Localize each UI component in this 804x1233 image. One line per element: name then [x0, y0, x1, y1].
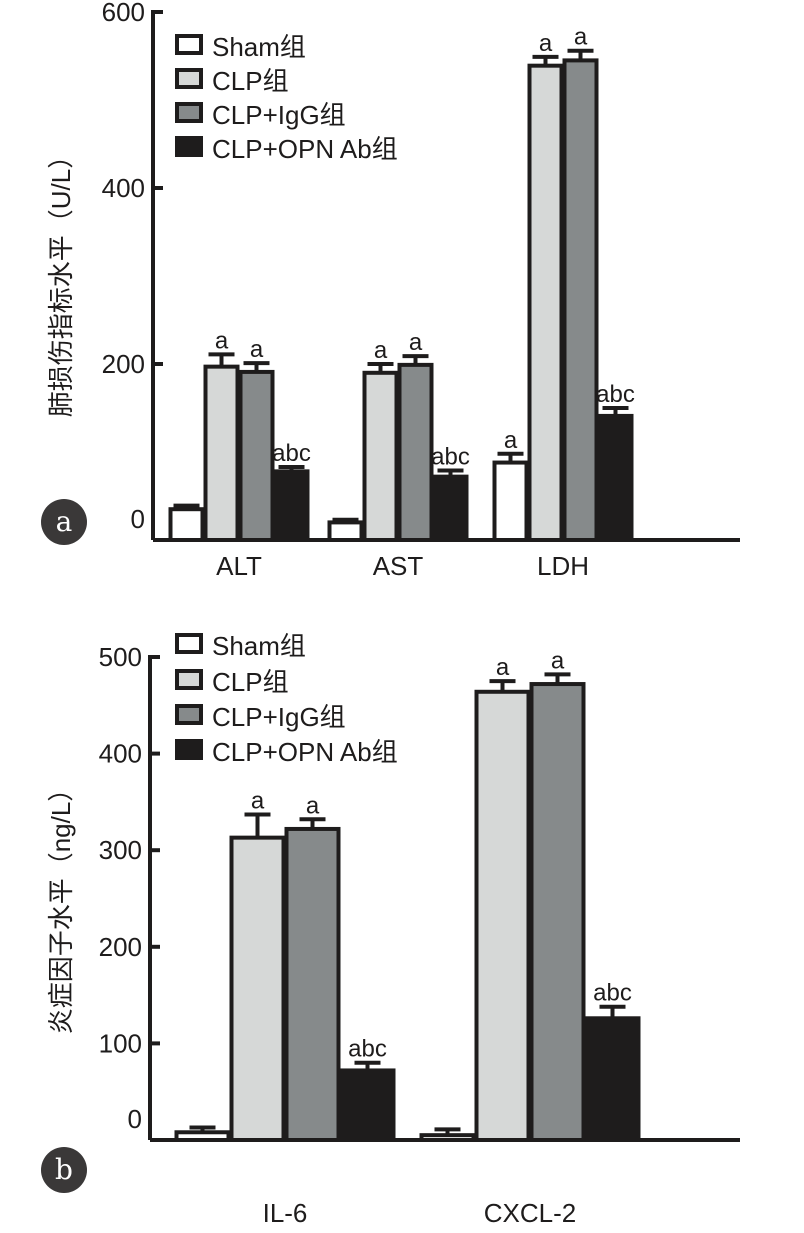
legend-swatch	[175, 102, 203, 123]
bar-CXCL-2-3	[584, 1016, 641, 1142]
bar-AST-3	[432, 474, 469, 543]
x-tick-label: LDH	[537, 551, 589, 581]
panel-badge	[41, 499, 87, 545]
panel-label: b	[55, 1153, 73, 1186]
bar-LDH-1	[527, 63, 564, 543]
panel-label: a	[56, 505, 73, 538]
legend-label: CLP组	[212, 667, 289, 697]
bar-AST-2	[397, 362, 434, 542]
y-tick-label: 0	[131, 504, 145, 534]
legend-swatch	[175, 704, 203, 725]
y-axis-label: 炎症因子水平（ng/L）	[46, 776, 76, 1035]
legend-swatch	[175, 68, 203, 89]
legend-label: Sham组	[212, 631, 306, 661]
bar-CXCL-2-2	[529, 682, 586, 1142]
significance-label: a	[251, 787, 265, 814]
significance-label: a	[504, 427, 518, 454]
legend-label: CLP+OPN Ab组	[212, 737, 398, 767]
x-tick-label: CXCL-2	[484, 1198, 576, 1228]
y-tick-label: 500	[99, 642, 142, 672]
y-axis-label: 肺损伤指标水平（U/L）	[46, 143, 76, 417]
y-tick-label: 200	[99, 932, 142, 962]
significance-label: abc	[348, 1036, 387, 1063]
bar-ALT-1	[203, 364, 240, 543]
legend-label: CLP+OPN Ab组	[212, 134, 398, 164]
bar-LDH-3	[597, 413, 634, 543]
significance-label: a	[551, 647, 565, 674]
x-tick-label: IL-6	[263, 1198, 308, 1228]
panel-badge	[41, 1147, 87, 1193]
bar-LDH-2	[562, 58, 599, 543]
significance-label: abc	[596, 381, 635, 408]
bar-ALT-3	[273, 469, 310, 542]
bar-AST-0	[327, 520, 364, 543]
y-tick-label: 400	[99, 739, 142, 769]
bar-IL-6-2	[284, 826, 341, 1142]
significance-label: a	[496, 654, 510, 681]
x-tick-label: ALT	[216, 551, 262, 581]
y-tick-label: 400	[102, 173, 145, 203]
significance-label: a	[250, 336, 264, 363]
significance-label: a	[539, 30, 553, 57]
y-tick-label: 100	[99, 1028, 142, 1058]
y-tick-label: 0	[128, 1104, 142, 1134]
bar-LDH-0	[492, 460, 529, 542]
bar-ALT-0	[168, 507, 205, 543]
legend-label: CLP+IgG组	[212, 702, 346, 732]
significance-label: abc	[593, 980, 632, 1007]
bar-IL-6-1	[229, 835, 286, 1143]
y-tick-label: 600	[102, 0, 145, 27]
x-tick-label: AST	[373, 551, 424, 581]
legend-swatch	[175, 34, 203, 55]
legend-swatch	[175, 739, 203, 760]
y-tick-label: 200	[102, 349, 145, 379]
significance-label: a	[215, 327, 229, 354]
legend-swatch	[175, 669, 203, 690]
significance-label: abc	[431, 443, 470, 470]
significance-label: a	[306, 792, 320, 819]
legend-swatch	[175, 633, 203, 654]
bar-IL-6-3	[339, 1068, 396, 1142]
significance-label: a	[374, 337, 388, 364]
significance-label: a	[409, 329, 423, 356]
bar-AST-1	[362, 370, 399, 542]
bar-ALT-2	[238, 369, 275, 543]
bar-IL-6-0	[174, 1130, 231, 1142]
legend-label: Sham组	[212, 32, 306, 62]
legend-label: CLP组	[212, 66, 289, 96]
legend-label: CLP+IgG组	[212, 100, 346, 130]
chart-panel-b: 0 100 200 300 400 500 炎症因子水平（ng/L） a a abc IL-6 a a a…	[41, 631, 740, 1228]
bar-CXCL-2-0	[419, 1133, 476, 1143]
bar-CXCL-2-1	[474, 689, 531, 1142]
y-tick-label: 300	[99, 835, 142, 865]
significance-label: abc	[272, 440, 311, 467]
significance-label: a	[574, 24, 588, 51]
legend-swatch	[175, 136, 203, 157]
